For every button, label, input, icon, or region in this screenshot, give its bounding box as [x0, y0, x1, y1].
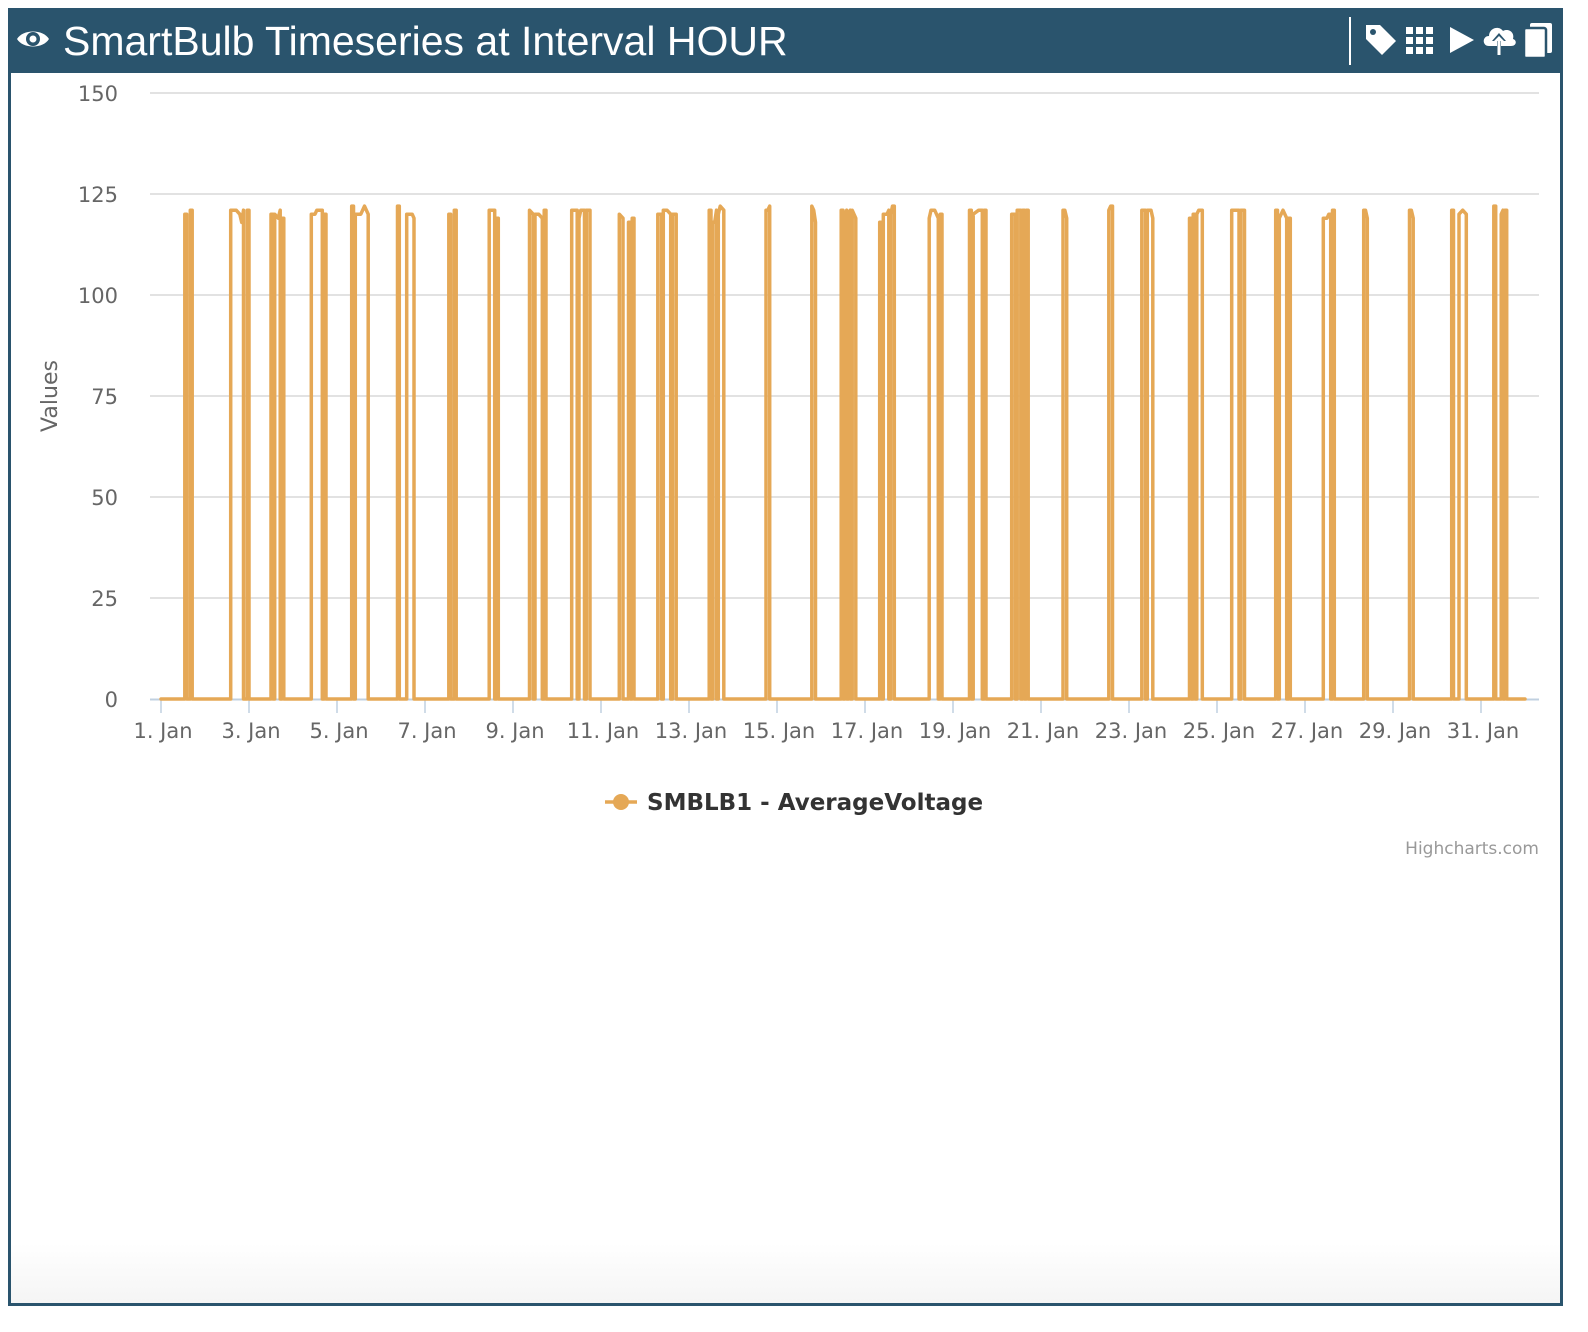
panel-header: SmartBulb Timeseries at Interval HOUR [11, 11, 1560, 73]
x-tick-label: 1. Jan [133, 719, 192, 743]
y-tick-label: 100 [78, 284, 118, 308]
y-tick-label: 125 [78, 183, 118, 207]
chart-panel: SmartBulb Timeseries at Interval HOUR 0 2… [8, 8, 1563, 1306]
chart-area: 0 25 50 75 100 125 150 1. Jan 3. Jan 5. Jan 7. Jan… [11, 73, 1560, 1303]
x-tick-label: 13. Jan [655, 719, 727, 743]
panel-title: SmartBulb Timeseries at Interval HOUR [63, 18, 788, 64]
x-tick-label: 21. Jan [1007, 719, 1079, 743]
line-chart: 0 25 50 75 100 125 150 1. Jan 3. Jan 5. Jan 7. Jan… [38, 82, 1539, 859]
y-tick-label: 75 [91, 385, 118, 409]
tag-icon[interactable] [1362, 19, 1400, 61]
x-tick-label: 27. Jan [1271, 719, 1343, 743]
legend-symbol-marker [613, 794, 629, 810]
x-tick-label: 17. Jan [831, 719, 903, 743]
y-tick-label: 25 [91, 587, 118, 611]
play-icon[interactable] [1442, 19, 1480, 61]
x-tick-label: 7. Jan [397, 719, 456, 743]
y-tick-label: 50 [91, 486, 118, 510]
x-tick-label: 31. Jan [1447, 719, 1519, 743]
toolbar-divider [1349, 17, 1351, 65]
y-tick-label: 0 [105, 688, 118, 712]
eye-icon[interactable] [15, 21, 51, 57]
x-tick-label: 3. Jan [221, 719, 280, 743]
x-tick-label: 25. Jan [1183, 719, 1255, 743]
credits-link[interactable]: Highcharts.com [1405, 839, 1539, 859]
x-tick-label: 9. Jan [485, 719, 544, 743]
x-tick-label: 23. Jan [1095, 719, 1167, 743]
copy-icon[interactable] [1519, 19, 1557, 61]
x-tick-label: 19. Jan [919, 719, 991, 743]
x-tick-label: 5. Jan [309, 719, 368, 743]
y-tick-label: 150 [78, 82, 118, 106]
legend-item-label: SMBLB1 - AverageVoltage [647, 790, 983, 816]
y-axis-title: Values [38, 360, 63, 432]
x-tick-label: 29. Jan [1359, 719, 1431, 743]
x-tick-label: 11. Jan [567, 719, 639, 743]
series-line [159, 204, 1527, 701]
bottom-shade [11, 1243, 1560, 1303]
upload-icon[interactable] [1480, 19, 1518, 61]
x-tick-label: 15. Jan [743, 719, 815, 743]
grid-icon[interactable] [1402, 19, 1440, 61]
